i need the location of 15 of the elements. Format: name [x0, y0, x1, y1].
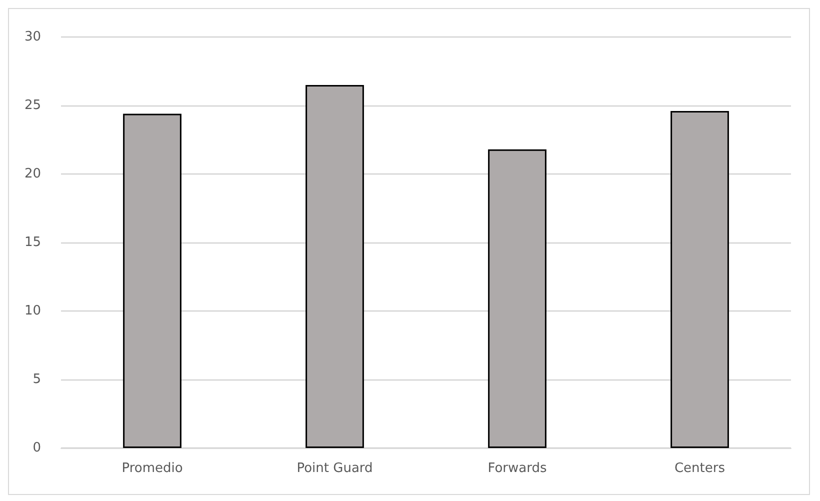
y-tick-label: 10 [24, 304, 41, 318]
y-tick-label: 5 [32, 372, 41, 387]
x-tick-label: Promedio [122, 461, 183, 476]
x-tick-label: Centers [674, 461, 726, 476]
y-tick-label: 15 [24, 235, 41, 250]
y-tick-label: 0 [32, 440, 41, 456]
bar [488, 149, 546, 448]
y-tick-label: 30 [24, 30, 41, 44]
y-tick-label: 20 [24, 166, 41, 182]
x-tick-label: Forwards [488, 461, 547, 476]
y-tick-label: 25 [24, 98, 41, 113]
bar [306, 84, 364, 448]
x-tick-label: Point Guard [296, 461, 373, 476]
bar [123, 114, 182, 448]
bar [670, 110, 729, 448]
